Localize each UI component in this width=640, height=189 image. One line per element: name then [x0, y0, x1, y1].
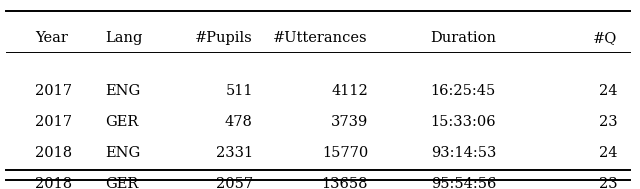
Text: 2018: 2018 [35, 146, 72, 160]
Text: 93:14:53: 93:14:53 [431, 146, 496, 160]
Text: Duration: Duration [430, 31, 496, 45]
Text: ENG: ENG [106, 146, 141, 160]
Text: 24: 24 [599, 84, 618, 98]
Text: 15:33:06: 15:33:06 [430, 115, 496, 129]
Text: 24: 24 [599, 146, 618, 160]
Text: 2331: 2331 [216, 146, 253, 160]
Text: 16:25:45: 16:25:45 [431, 84, 496, 98]
Text: #Utterances: #Utterances [273, 31, 368, 45]
Text: #Pupils: #Pupils [195, 31, 253, 45]
Text: #Q: #Q [593, 31, 618, 45]
Text: ENG: ENG [106, 84, 141, 98]
Text: 511: 511 [225, 84, 253, 98]
Text: 3739: 3739 [331, 115, 368, 129]
Text: Lang: Lang [106, 31, 143, 45]
Text: 2057: 2057 [216, 177, 253, 189]
Text: 95:54:56: 95:54:56 [431, 177, 496, 189]
Text: 2017: 2017 [35, 115, 72, 129]
Text: 478: 478 [225, 115, 253, 129]
Text: 4112: 4112 [332, 84, 368, 98]
Text: GER: GER [106, 177, 139, 189]
Text: Year: Year [35, 31, 68, 45]
Text: 23: 23 [599, 115, 618, 129]
Text: 23: 23 [599, 177, 618, 189]
Text: 2017: 2017 [35, 84, 72, 98]
Text: 15770: 15770 [322, 146, 368, 160]
Text: 13658: 13658 [321, 177, 368, 189]
Text: GER: GER [106, 115, 139, 129]
Text: 2018: 2018 [35, 177, 72, 189]
